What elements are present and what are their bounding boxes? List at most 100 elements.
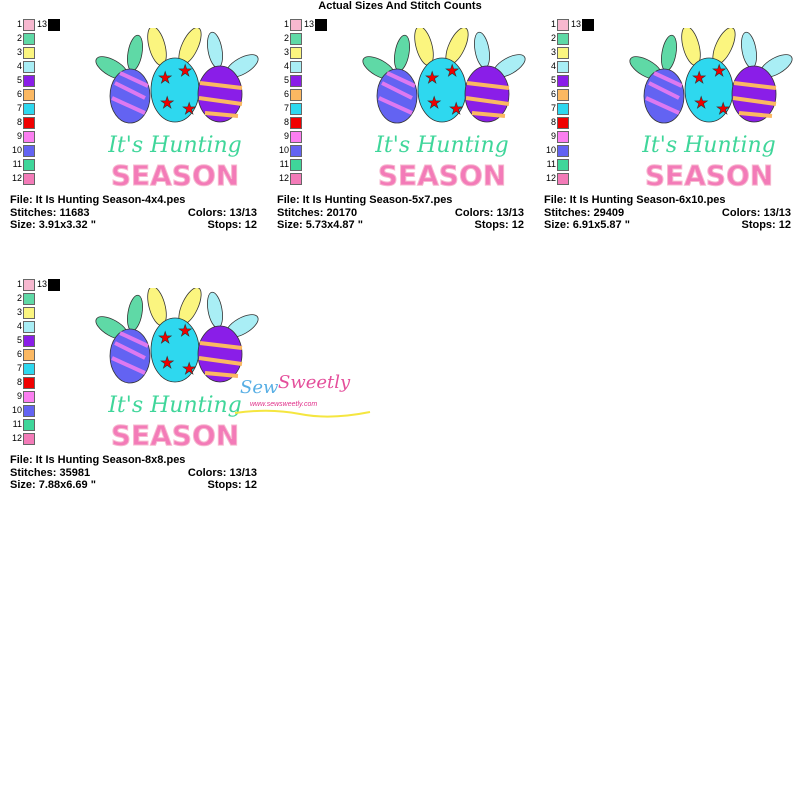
svg-text:Sweetly: Sweetly bbox=[278, 372, 351, 393]
color-swatch: 10 bbox=[544, 144, 569, 158]
color-swatch: 10 bbox=[277, 144, 302, 158]
color-swatch: 3 bbox=[10, 306, 35, 320]
file-name: File: It Is Hunting Season-6x10.pes bbox=[544, 194, 726, 206]
design-preview: ★ ★ ★ ★ It's Hunting SEASON bbox=[95, 288, 259, 453]
svg-text:★: ★ bbox=[182, 101, 196, 118]
color-swatch: 7 bbox=[10, 362, 35, 376]
color-swatch: 7 bbox=[544, 102, 569, 116]
color-swatch: 3 bbox=[277, 46, 302, 60]
svg-text:★: ★ bbox=[178, 323, 192, 340]
design-panel: 1 13 2 3 4 5 6 7 8 9 10 11 12 ★ ★ ★ ★ It's Hunting SEA… bbox=[10, 278, 371, 538]
design-text-line2: SEASON bbox=[378, 159, 506, 192]
color-swatch: 5 bbox=[277, 74, 302, 88]
file-name: File: It Is Hunting Season-8x8.pes bbox=[10, 454, 186, 466]
color-swatch: 4 bbox=[10, 60, 35, 74]
svg-text:★: ★ bbox=[692, 70, 706, 87]
color-swatch: 6 bbox=[10, 88, 35, 102]
stop-count: Stops: 12 bbox=[741, 219, 791, 231]
color-swatch: 11 bbox=[10, 158, 35, 172]
design-size: Size: 5.73x4.87 " bbox=[277, 219, 363, 231]
color-count: Colors: 13/13 bbox=[454, 206, 524, 219]
svg-text:★: ★ bbox=[160, 355, 174, 372]
color-swatch: 2 bbox=[10, 32, 35, 46]
design-size: Size: 7.88x6.69 " bbox=[10, 479, 96, 491]
stop-count: Stops: 12 bbox=[474, 219, 524, 231]
color-swatch: 9 bbox=[277, 130, 302, 144]
design-size: Size: 6.91x5.87 " bbox=[544, 219, 630, 231]
color-swatch: 12 bbox=[10, 432, 35, 446]
color-swatch: 1 13 bbox=[544, 18, 595, 32]
design-preview: ★ ★ ★ ★ It's Hunting SEASON bbox=[362, 28, 526, 193]
color-swatch: 2 bbox=[277, 32, 302, 46]
color-swatch: 8 bbox=[544, 116, 569, 130]
design-text-line2: SEASON bbox=[111, 419, 239, 452]
file-name: File: It Is Hunting Season-4x4.pes bbox=[10, 194, 186, 206]
design-text-line2: SEASON bbox=[645, 159, 773, 192]
stop-count: Stops: 12 bbox=[207, 479, 257, 491]
color-swatch: 7 bbox=[277, 102, 302, 116]
color-swatch: 7 bbox=[10, 102, 35, 116]
design-preview: ★ ★ ★ ★ It's Hunting SEASON bbox=[95, 28, 259, 193]
page-title: Actual Sizes And Stitch Counts bbox=[318, 0, 482, 12]
color-swatch: 3 bbox=[10, 46, 35, 60]
color-swatch: 9 bbox=[10, 390, 35, 404]
svg-text:Sew: Sew bbox=[240, 377, 279, 398]
design-text-line2: SEASON bbox=[111, 159, 239, 192]
stop-count: Stops: 12 bbox=[207, 219, 257, 231]
stitch-count: Stitches: 35981 bbox=[10, 466, 91, 479]
svg-text:★: ★ bbox=[178, 63, 192, 80]
color-swatch: 11 bbox=[10, 418, 35, 432]
design-text-line1: It's Hunting bbox=[107, 393, 242, 418]
color-swatch: 12 bbox=[277, 172, 302, 186]
color-swatch: 12 bbox=[544, 172, 569, 186]
color-swatch: 12 bbox=[10, 172, 35, 186]
watermark-logo: Sew Sweetly www.sewsweetly.com bbox=[234, 372, 371, 418]
color-swatch: 6 bbox=[277, 88, 302, 102]
svg-text:★: ★ bbox=[427, 95, 441, 112]
svg-text:★: ★ bbox=[425, 70, 439, 87]
svg-text:★: ★ bbox=[160, 95, 174, 112]
color-swatch: 8 bbox=[277, 116, 302, 130]
color-swatch: 6 bbox=[544, 88, 569, 102]
color-swatch: 2 bbox=[544, 32, 569, 46]
design-text-line1: It's Hunting bbox=[641, 133, 776, 158]
svg-text:★: ★ bbox=[158, 70, 172, 87]
color-swatch: 6 bbox=[10, 348, 35, 362]
design-preview: ★ ★ ★ ★ It's Hunting SEASON bbox=[629, 28, 793, 193]
color-swatch: 1 13 bbox=[10, 278, 61, 292]
stitch-count: Stitches: 20170 bbox=[277, 206, 358, 219]
svg-text:★: ★ bbox=[449, 101, 463, 118]
svg-text:★: ★ bbox=[716, 101, 730, 118]
color-swatch: 10 bbox=[10, 144, 35, 158]
svg-text:★: ★ bbox=[182, 361, 196, 378]
svg-text:★: ★ bbox=[445, 63, 459, 80]
color-swatch: 5 bbox=[10, 74, 35, 88]
svg-text:★: ★ bbox=[694, 95, 708, 112]
file-name: File: It Is Hunting Season-5x7.pes bbox=[277, 194, 453, 206]
color-swatch: 1 13 bbox=[10, 18, 61, 32]
color-count: Colors: 13/13 bbox=[187, 466, 257, 479]
color-swatch: 11 bbox=[544, 158, 569, 172]
color-swatch: 8 bbox=[10, 376, 35, 390]
design-text-line1: It's Hunting bbox=[107, 133, 242, 158]
color-swatch: 5 bbox=[544, 74, 569, 88]
color-swatch: 11 bbox=[277, 158, 302, 172]
svg-text:★: ★ bbox=[158, 330, 172, 347]
svg-text:★: ★ bbox=[712, 63, 726, 80]
color-swatch: 8 bbox=[10, 116, 35, 130]
stitch-count: Stitches: 29409 bbox=[544, 206, 625, 219]
color-swatch: 1 13 bbox=[277, 18, 328, 32]
design-text-line1: It's Hunting bbox=[374, 133, 509, 158]
design-size: Size: 3.91x3.32 " bbox=[10, 219, 96, 231]
color-swatch: 4 bbox=[544, 60, 569, 74]
color-count: Colors: 13/13 bbox=[721, 206, 791, 219]
color-count: Colors: 13/13 bbox=[187, 206, 257, 219]
svg-text:www.sewsweetly.com: www.sewsweetly.com bbox=[250, 401, 317, 408]
design-panel: 1 13 2 3 4 5 6 7 8 9 10 11 12 ★ ★ ★ ★ It's Hunting SEA… bbox=[277, 18, 526, 278]
color-swatch: 10 bbox=[10, 404, 35, 418]
stitch-count: Stitches: 11683 bbox=[10, 206, 90, 219]
color-swatch: 5 bbox=[10, 334, 35, 348]
color-swatch: 4 bbox=[10, 320, 35, 334]
design-panel: 1 13 2 3 4 5 6 7 8 9 10 11 12 ★ ★ ★ ★ It's Hunting SEA… bbox=[544, 18, 793, 278]
color-swatch: 9 bbox=[10, 130, 35, 144]
